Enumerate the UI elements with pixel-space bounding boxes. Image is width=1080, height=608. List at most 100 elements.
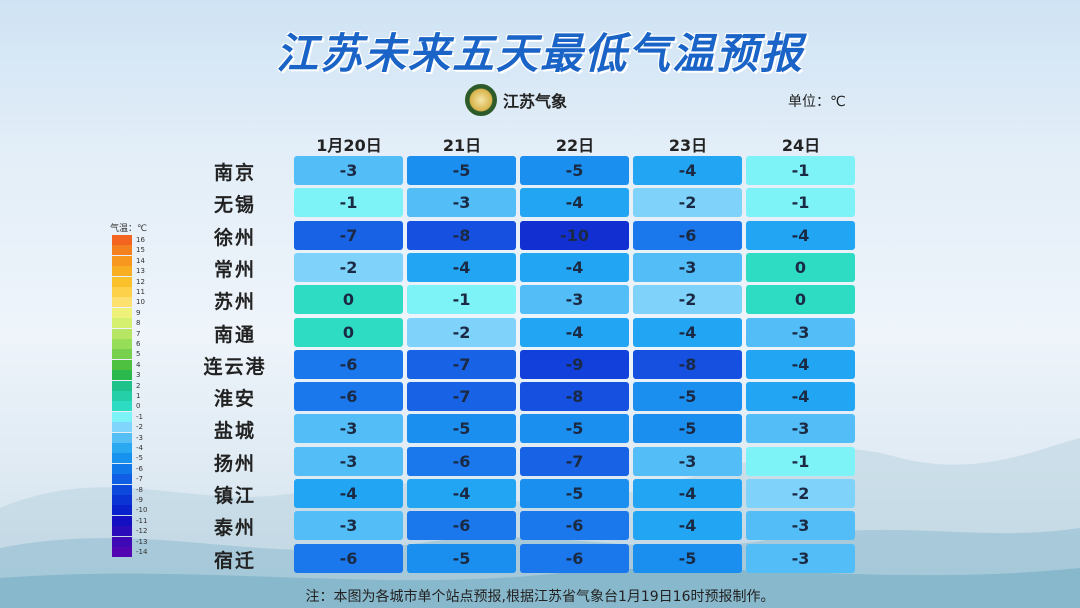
legend-swatch bbox=[112, 339, 132, 349]
temperature-cell: -3 bbox=[633, 252, 742, 282]
legend-swatch bbox=[112, 380, 132, 391]
city-label: 苏州 bbox=[213, 291, 256, 314]
day-label: 23日 bbox=[668, 136, 708, 155]
legend-swatch bbox=[112, 432, 132, 443]
temperature-cell: -1 bbox=[746, 156, 855, 185]
temperature-cell: -6 bbox=[407, 446, 516, 476]
temperature-cell: -5 bbox=[520, 156, 629, 185]
legend-swatch bbox=[112, 287, 132, 297]
city-label: 徐州 bbox=[213, 226, 256, 249]
legend-swatch bbox=[112, 515, 132, 526]
legend-tick-label: -5 bbox=[136, 454, 143, 463]
temperature-cell: -3 bbox=[746, 511, 855, 541]
temperature-cell: -9 bbox=[520, 349, 629, 379]
legend-tick-label: -13 bbox=[136, 537, 148, 546]
temperature-cell: -3 bbox=[520, 285, 629, 315]
legend-swatch bbox=[112, 328, 132, 339]
city-label: 南京 bbox=[213, 162, 256, 184]
temperature-grid: -3 -5 -5 -4 -1 -1 -3 -4 -2 -1 -7 -8 -10 -6 -4 -2 -4 -4 -3 0… bbox=[294, 156, 858, 576]
legend-tick-label: -8 bbox=[136, 485, 143, 494]
temperature-cell: -10 bbox=[520, 220, 629, 250]
footnote: 注：本图为各城市单个站点预报,根据江苏省气象台1月19日16时预报制作。 bbox=[305, 589, 775, 605]
temperature-cell: -5 bbox=[407, 156, 516, 185]
logo: 江苏气象 bbox=[465, 84, 567, 116]
temperature-cell: -7 bbox=[407, 382, 516, 412]
legend-tick-label: 10 bbox=[136, 298, 145, 307]
legend-tick-label: 5 bbox=[136, 350, 141, 359]
temperature-cell: -4 bbox=[633, 317, 742, 347]
day-label: 1月20日 bbox=[316, 136, 382, 155]
day-label: 24日 bbox=[781, 136, 821, 155]
temperature-cell: -1 bbox=[746, 188, 855, 218]
legend-swatch bbox=[112, 422, 132, 433]
temperature-cell: -8 bbox=[407, 220, 516, 250]
legend-title: 气温：℃ bbox=[110, 224, 148, 234]
temperature-cell: 0 bbox=[294, 317, 403, 347]
temperature-cell: -3 bbox=[746, 414, 855, 444]
city-label: 南通 bbox=[213, 323, 256, 346]
temperature-cell: 0 bbox=[746, 285, 855, 315]
legend-tick-label: 11 bbox=[136, 288, 145, 296]
temperature-cell: -4 bbox=[407, 479, 516, 508]
temperature-cell: -4 bbox=[520, 317, 629, 347]
legend-tick-label: 15 bbox=[136, 246, 145, 255]
city-label: 盐城 bbox=[213, 420, 256, 443]
legend-swatch bbox=[112, 443, 132, 453]
temperature-cell: -3 bbox=[746, 317, 855, 347]
city-label: 常州 bbox=[213, 258, 256, 281]
temperature-cell: -4 bbox=[746, 220, 855, 250]
legend-swatch bbox=[112, 391, 132, 401]
legend-swatch bbox=[112, 307, 132, 318]
city-label: 连云港 bbox=[203, 355, 267, 378]
legend-swatch bbox=[112, 526, 132, 537]
legend-tick-label: -11 bbox=[136, 516, 148, 525]
temperature-cell: -3 bbox=[294, 414, 403, 444]
legend-tick-label: 1 bbox=[136, 392, 141, 400]
temperature-cell: -4 bbox=[520, 188, 629, 218]
temperature-legend: 气温：℃ 16 15 14 13 12 11 10 9 8 7 6 5 4 3 2 1 0 -1 -2 -3 -4 -5-… bbox=[110, 221, 160, 566]
legend-swatch bbox=[112, 235, 132, 245]
city-label: 扬州 bbox=[213, 452, 256, 475]
legend-swatch bbox=[112, 463, 132, 474]
legend-swatch bbox=[112, 349, 132, 360]
legend-tick-label: 14 bbox=[136, 256, 145, 265]
temperature-cell: -6 bbox=[520, 543, 629, 573]
day-header-row: 1月20日 21日 22日 23日 24日 bbox=[294, 132, 858, 155]
temperature-cell: -5 bbox=[520, 479, 629, 508]
legend-tick-label: 8 bbox=[136, 319, 141, 328]
logo-text: 江苏气象 bbox=[503, 92, 568, 111]
legend-tick-label: 7 bbox=[136, 329, 141, 338]
temperature-cell: -2 bbox=[633, 188, 742, 218]
temperature-cell: -6 bbox=[407, 511, 516, 541]
legend-tick-label: -7 bbox=[136, 475, 143, 484]
city-label: 镇江 bbox=[213, 485, 256, 507]
legend-swatch bbox=[112, 547, 132, 557]
temperature-cell: -5 bbox=[633, 414, 742, 444]
temperature-cell: -6 bbox=[520, 511, 629, 541]
city-label: 宿迁 bbox=[213, 549, 256, 572]
legend-tick-label: -3 bbox=[136, 433, 143, 442]
temperature-cell: 0 bbox=[746, 252, 855, 282]
temperature-cell: -4 bbox=[407, 252, 516, 282]
legend-tick-label: -1 bbox=[136, 412, 143, 421]
temperature-cell: -2 bbox=[746, 479, 855, 508]
temperature-cell: -3 bbox=[633, 446, 742, 476]
legend-swatch bbox=[112, 505, 132, 516]
temperature-cell: -3 bbox=[294, 156, 403, 185]
temperature-cell: -7 bbox=[294, 220, 403, 250]
day-label: 21日 bbox=[442, 136, 482, 155]
temperature-cell: -5 bbox=[520, 414, 629, 444]
legend-swatch bbox=[112, 245, 132, 256]
legend-swatch bbox=[112, 266, 132, 277]
temperature-cell: -1 bbox=[407, 285, 516, 315]
legend-swatch bbox=[112, 474, 132, 485]
legend-tick-label: -2 bbox=[136, 423, 143, 432]
temperature-cell: 0 bbox=[294, 285, 403, 315]
temperature-cell: -4 bbox=[633, 479, 742, 508]
legend-tick-label: 13 bbox=[136, 267, 145, 276]
legend-tick-label: 0 bbox=[136, 402, 141, 411]
temperature-cell: -8 bbox=[633, 349, 742, 379]
legend-swatch bbox=[112, 536, 132, 547]
city-label: 淮安 bbox=[213, 388, 256, 411]
city-label: 泰州 bbox=[213, 517, 256, 540]
